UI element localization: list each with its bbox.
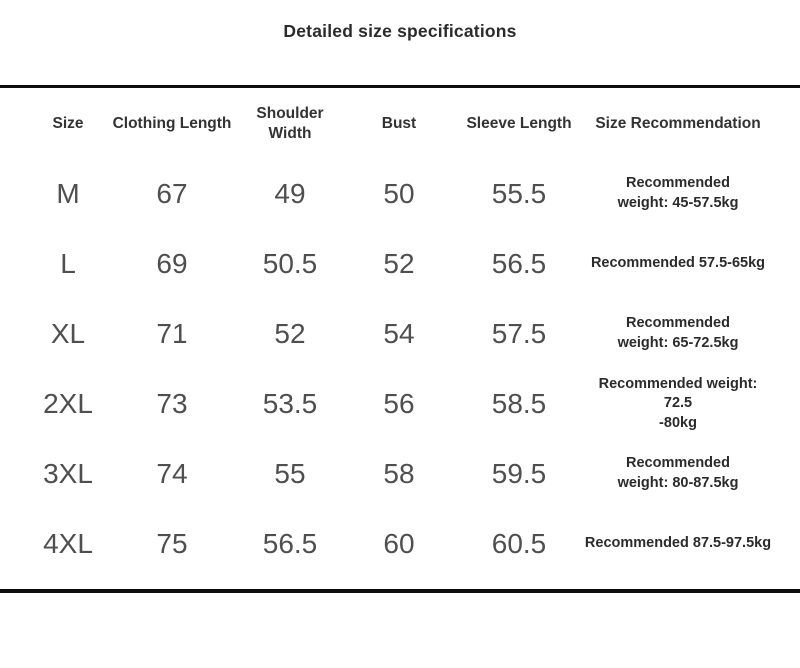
top-divider [0, 85, 800, 88]
column-header-clothing-length: Clothing Length [112, 114, 232, 132]
cell-shoulder-width: 53.5 [262, 388, 318, 419]
cell-size: XL [50, 318, 86, 349]
cell-shoulder-width: 50.5 [262, 248, 318, 279]
table-row-xl: XL 71 52 54 57.5 Recommended weight: 65-… [0, 299, 800, 369]
cell-bust: 60 [383, 528, 415, 559]
column-header-shoulder-width: Shoulder Width [256, 105, 324, 142]
cell-recommendation: Recommended 87.5-97.5kg [584, 535, 772, 552]
column-header-bust: Bust [381, 114, 417, 132]
cell-sleeve-length: 59.5 [491, 458, 547, 489]
cell-sleeve-length: 57.5 [491, 318, 547, 349]
column-header-size: Size [52, 114, 84, 132]
cell-bust: 56 [383, 388, 415, 419]
cell-size: 3XL [43, 458, 93, 489]
cell-clothing-length: 67 [156, 178, 188, 209]
table-row-3xl: 3XL 74 55 58 59.5 Recommended weight: 80… [0, 439, 800, 509]
table-header-row: Size Clothing Length Shoulder Width Bust… [0, 88, 800, 159]
cell-bust: 50 [383, 178, 415, 209]
cell-size: 4XL [43, 528, 93, 559]
table-row-2xl: 2XL 73 53.5 56 58.5 Recommended weight: … [0, 369, 800, 439]
cell-size: L [60, 248, 76, 279]
cell-sleeve-length: 56.5 [491, 248, 547, 279]
cell-recommendation: Recommended weight: 80-87.5kg [617, 455, 739, 491]
size-table: Size Clothing Length Shoulder Width Bust… [0, 88, 800, 579]
column-header-sleeve-length: Sleeve Length [466, 114, 572, 132]
cell-shoulder-width: 56.5 [262, 528, 318, 559]
page-title: Detailed size specifications [283, 21, 517, 41]
cell-shoulder-width: 49 [274, 178, 306, 209]
cell-bust: 52 [383, 248, 415, 279]
bottom-divider [0, 589, 800, 593]
cell-bust: 54 [383, 318, 415, 349]
cell-recommendation: Recommended 57.5-65kg [590, 255, 766, 272]
cell-clothing-length: 73 [156, 388, 188, 419]
cell-clothing-length: 69 [156, 248, 188, 279]
cell-recommendation: Recommended weight: 65-72.5kg [617, 315, 739, 351]
cell-clothing-length: 74 [156, 458, 188, 489]
cell-sleeve-length: 60.5 [491, 528, 547, 559]
cell-recommendation: Recommended weight: 45-57.5kg [617, 175, 739, 211]
cell-bust: 58 [383, 458, 415, 489]
table-row-l: L 69 50.5 52 56.5 Recommended 57.5-65kg [0, 229, 800, 299]
cell-shoulder-width: 55 [274, 458, 306, 489]
cell-sleeve-length: 55.5 [491, 178, 547, 209]
cell-shoulder-width: 52 [274, 318, 306, 349]
table-row-4xl: 4XL 75 56.5 60 60.5 Recommended 87.5-97.… [0, 509, 800, 579]
cell-size: 2XL [43, 388, 93, 419]
cell-recommendation: Recommended weight: 72.5 -80kg [598, 375, 758, 431]
cell-sleeve-length: 58.5 [491, 388, 547, 419]
cell-size: M [56, 178, 80, 209]
table-row-m: M 67 49 50 55.5 Recommended weight: 45-5… [0, 159, 800, 229]
column-header-size-recommendation: Size Recommendation [595, 114, 761, 132]
cell-clothing-length: 75 [156, 528, 188, 559]
cell-clothing-length: 71 [156, 318, 188, 349]
